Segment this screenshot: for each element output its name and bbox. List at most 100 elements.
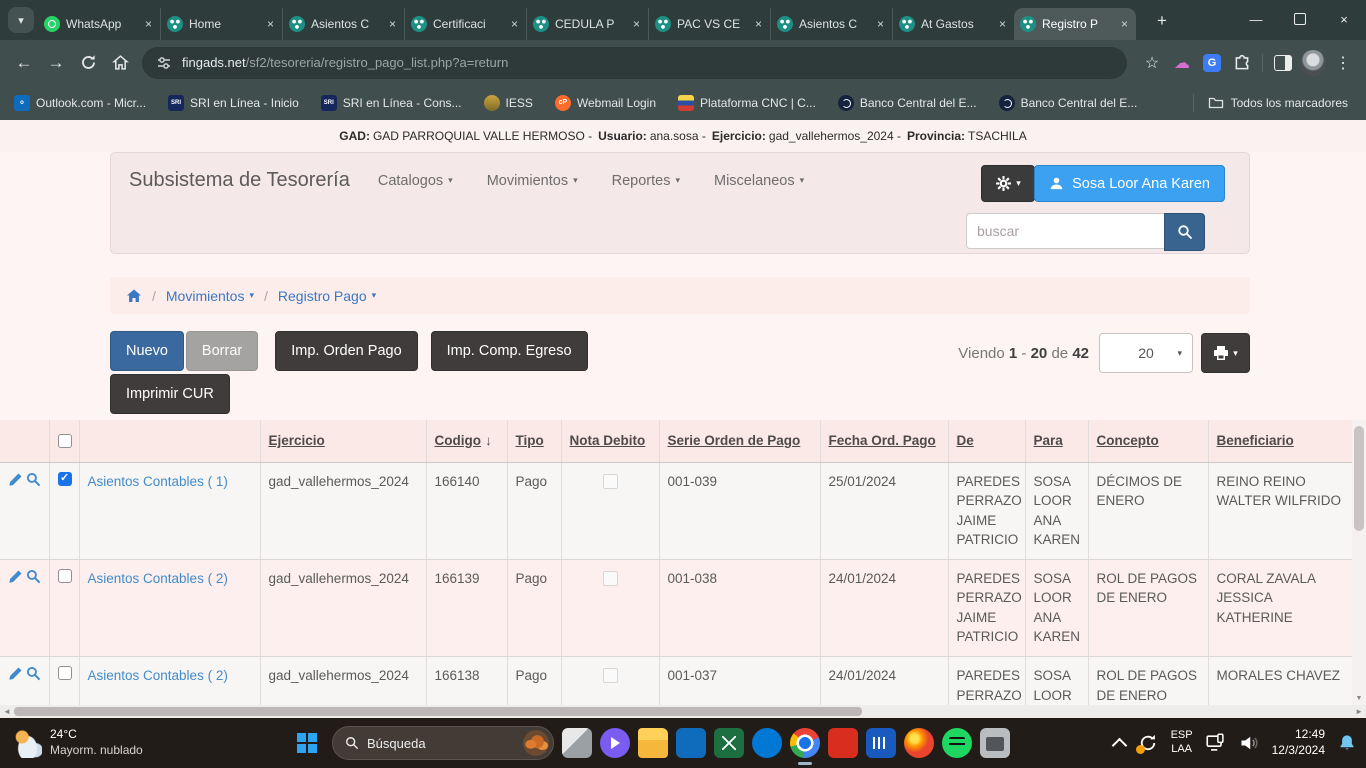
header-fecha-ord-pago[interactable]: Fecha Ord. Pago: [820, 420, 949, 463]
clipchamp-icon[interactable]: [600, 728, 630, 758]
microsoft-store-icon[interactable]: [676, 728, 706, 758]
header-nota-debito[interactable]: Nota Debito: [561, 420, 660, 463]
tab-close-icon[interactable]: ×: [998, 17, 1006, 31]
search-highlight-icon[interactable]: [523, 730, 549, 756]
edit-pencil-icon[interactable]: [8, 569, 23, 590]
tab-close-icon[interactable]: ×: [1120, 17, 1128, 31]
menu-reportes[interactable]: Reportes ▾: [611, 172, 680, 189]
browser-tab-cedula[interactable]: CEDULA P ×: [526, 8, 648, 40]
row-checkbox[interactable]: [57, 568, 72, 583]
bookmark-outlook[interactable]: o Outlook.com - Micr...: [14, 94, 146, 111]
language-indicator[interactable]: ESP LAA: [1170, 729, 1193, 755]
imp-comp-egreso-button[interactable]: Imp. Comp. Egreso: [430, 331, 588, 371]
browser-tab-whatsapp[interactable]: WhatsApp ×: [38, 8, 160, 40]
asientos-contables-link[interactable]: Asientos Contables ( 2): [87, 570, 228, 586]
tab-close-icon[interactable]: ×: [388, 17, 396, 31]
breadcrumb-registro-pago[interactable]: Registro Pago ▾: [277, 287, 377, 304]
breadcrumb-home[interactable]: [126, 288, 142, 304]
scroll-right-arrow[interactable]: ►: [1355, 707, 1363, 716]
vertical-scrollbar[interactable]: ▼: [1352, 420, 1366, 705]
bookmark-iess[interactable]: IESS: [483, 94, 533, 111]
menu-miscelaneos[interactable]: Miscelaneos ▾: [713, 172, 805, 189]
extensions-puzzle-button[interactable]: [1227, 48, 1257, 78]
asientos-contables-link[interactable]: Asientos Contables ( 2): [87, 668, 228, 683]
notification-bell-icon[interactable]: [1338, 734, 1356, 752]
tab-close-icon[interactable]: ×: [144, 17, 152, 31]
view-magnifier-icon[interactable]: [26, 569, 41, 590]
browser-tab-at-gastos[interactable]: At Gastos ×: [892, 8, 1014, 40]
print-button[interactable]: ▾: [1201, 333, 1250, 373]
window-close-button[interactable]: ×: [1340, 11, 1348, 27]
task-view-icon[interactable]: [562, 728, 592, 758]
word-icon[interactable]: [866, 728, 896, 758]
browser-tab-home[interactable]: Home ×: [160, 8, 282, 40]
header-tipo[interactable]: Tipo: [507, 420, 562, 463]
excel-icon[interactable]: [714, 728, 744, 758]
browser-tab-certificacion[interactable]: Certificaci ×: [404, 8, 526, 40]
header-para[interactable]: Para: [1025, 420, 1089, 463]
network-icon[interactable]: [1206, 733, 1226, 753]
printer-app-icon[interactable]: [980, 728, 1010, 758]
scroll-left-arrow[interactable]: ◄: [3, 707, 11, 716]
window-minimize-button[interactable]: —: [1249, 11, 1263, 27]
back-button[interactable]: ←: [15, 52, 33, 72]
bookmark-sri-consultas[interactable]: SRI SRI en Línea - Cons...: [320, 94, 462, 111]
all-bookmarks-button[interactable]: Todos los marcadores: [1208, 95, 1348, 111]
header-serie-orden-pago[interactable]: Serie Orden de Pago: [659, 420, 821, 463]
asientos-contables-link[interactable]: Asientos Contables ( 1): [87, 473, 228, 489]
row-checkbox[interactable]: [57, 471, 72, 487]
browser-tab-asientos-2[interactable]: Asientos C ×: [770, 8, 892, 40]
page-size-select[interactable]: 20 ▾: [1099, 333, 1193, 373]
sync-status-icon[interactable]: [1135, 733, 1158, 754]
weather-widget[interactable]: 24°C Mayorm. nublado: [0, 727, 143, 758]
firefox-icon[interactable]: [904, 728, 934, 758]
reload-button[interactable]: [72, 47, 104, 79]
browser-menu-button[interactable]: ⋮: [1335, 54, 1351, 72]
header-codigo[interactable]: Codigo ↓: [426, 420, 508, 463]
settings-gear-button[interactable]: ▾: [981, 165, 1035, 202]
tab-search-button[interactable]: ▾: [8, 7, 34, 33]
tab-close-icon[interactable]: ×: [266, 17, 274, 31]
site-search-button[interactable]: [1164, 213, 1205, 251]
nota-debito-checkbox[interactable]: [602, 473, 618, 489]
nota-debito-checkbox[interactable]: [602, 668, 618, 683]
skype-icon[interactable]: [752, 728, 782, 758]
tray-chevron-up-icon[interactable]: [1111, 737, 1127, 753]
header-beneficiario[interactable]: Beneficiario: [1208, 420, 1352, 463]
view-magnifier-icon[interactable]: [26, 472, 41, 493]
tab-close-icon[interactable]: ×: [510, 17, 518, 31]
browser-tab-asientos-1[interactable]: Asientos C ×: [282, 8, 404, 40]
bookmark-webmail[interactable]: cP Webmail Login: [554, 94, 656, 111]
horizontal-scrollbar[interactable]: ◄ ►: [0, 705, 1366, 718]
breadcrumb-movimientos[interactable]: Movimientos ▾: [165, 287, 255, 304]
select-all-checkbox[interactable]: [57, 433, 72, 448]
horizontal-scrollbar-thumb[interactable]: [14, 707, 862, 716]
bookmark-star-button[interactable]: ☆: [1144, 54, 1160, 72]
speaker-icon[interactable]: [1239, 733, 1259, 753]
spotify-icon[interactable]: [942, 728, 972, 758]
imp-orden-pago-button[interactable]: Imp. Orden Pago: [275, 331, 418, 371]
menu-movimientos[interactable]: Movimientos ▾: [486, 172, 578, 189]
bookmark-banco-central-2[interactable]: Banco Central del E...: [998, 94, 1137, 111]
start-button[interactable]: [290, 726, 324, 760]
forward-button[interactable]: →: [47, 52, 65, 72]
adobe-reader-icon[interactable]: [828, 728, 858, 758]
browser-tab-pac-vs[interactable]: PAC VS CE ×: [648, 8, 770, 40]
scroll-down-arrow[interactable]: ▼: [1355, 695, 1363, 702]
home-button[interactable]: [104, 47, 136, 79]
user-account-button[interactable]: Sosa Loor Ana Karen: [1034, 165, 1225, 202]
header-ejercicio[interactable]: Ejercicio: [260, 420, 427, 463]
browser-tab-registro-pago-active[interactable]: Registro P ×: [1014, 8, 1136, 40]
clock-widget[interactable]: 12:49 12/3/2024: [1272, 727, 1325, 758]
bookmark-sri-inicio[interactable]: SRI SRI en Línea - Inicio: [168, 94, 299, 111]
view-magnifier-icon[interactable]: [26, 666, 41, 687]
menu-catalogos[interactable]: Catalogos ▾: [377, 172, 453, 189]
new-tab-button[interactable]: +: [1157, 11, 1167, 30]
weather-extension-icon[interactable]: ☁: [1167, 48, 1197, 78]
bookmark-plataforma-cnc[interactable]: Plataforma CNC | C...: [678, 94, 816, 111]
translate-extension-icon[interactable]: G: [1197, 48, 1227, 78]
header-de[interactable]: De: [948, 420, 1026, 463]
address-bar[interactable]: fingads.net/sf2/tesoreria/registro_pago_…: [142, 46, 1127, 79]
tab-close-icon[interactable]: ×: [632, 17, 640, 31]
vertical-scrollbar-thumb[interactable]: [1354, 426, 1364, 531]
